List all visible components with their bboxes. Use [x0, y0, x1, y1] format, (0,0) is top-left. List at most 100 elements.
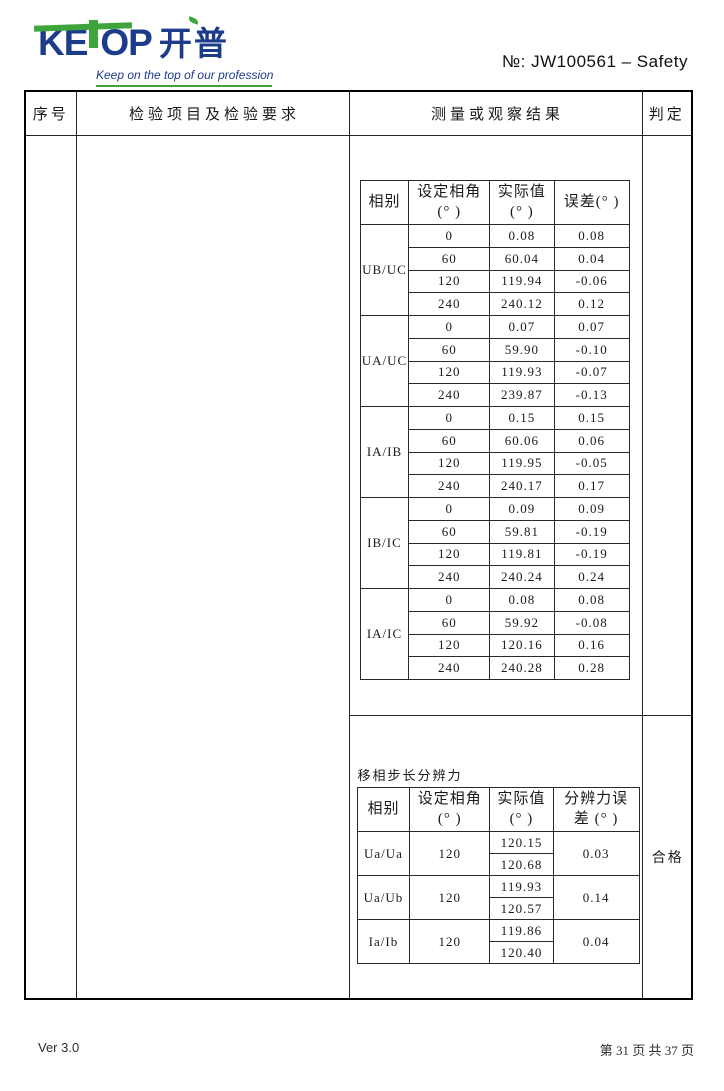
set-angle-value: 60 [408, 246, 490, 271]
set-angle-value: 120 [408, 269, 490, 294]
error-value: 0.28 [553, 656, 630, 680]
logo-underline [96, 85, 272, 87]
phase-error-row: IA/IC 0 0.08 0.08 [359, 588, 630, 680]
error-value: 0.08 [553, 588, 630, 612]
set-angle-value: 0 [408, 497, 490, 521]
verdict-cell-empty [641, 135, 693, 716]
actual-value: 60.04 [489, 246, 555, 271]
actual-value: 0.15 [489, 406, 555, 430]
seq-cell-empty [24, 135, 77, 1000]
phase-error-row: 60 60.06 0.06 [360, 428, 630, 453]
actual-value: 0.08 [489, 588, 555, 612]
phase-pair-label: Ua/Ua [356, 831, 411, 876]
logo-slogan: Keep on the top of our profession [96, 68, 274, 82]
phase-error-row: 120 119.95 -0.05 [360, 451, 630, 476]
col-header-item: 检验项目及检验要求 [75, 90, 350, 136]
col-header-verdict: 判定 [641, 90, 693, 136]
actual-value: 119.94 [489, 269, 555, 294]
phase-pair-label: IA/IC [359, 588, 410, 680]
error-value: -0.13 [553, 383, 630, 407]
resolution-row: Ia/Ib 120 119.86 0.04 [356, 919, 640, 964]
logo-t-stem-icon [89, 20, 99, 48]
set-angle-value: 120 [408, 633, 490, 658]
th-phase-pair: 相别 [359, 180, 410, 225]
resolution-header-row: 相别 设定相角 (° ) 实际值 (° ) 分辨力误 差 (° ) [356, 787, 640, 832]
phase-error-row: 240 240.17 0.17 [360, 474, 630, 498]
body-row-phase: 相别 设定相角 (° ) 实际值 (° ) 误差(° ) UB/UC 0 0.08 0.08… [24, 135, 693, 1000]
error-value: -0.19 [553, 542, 630, 567]
actual-value: 59.92 [489, 610, 555, 635]
col-header-result: 测量或观察结果 [348, 90, 643, 136]
set-angle-value: 0 [408, 588, 490, 612]
actual-value: 60.06 [489, 428, 555, 453]
actual-value: 0.07 [489, 315, 555, 339]
phase-error-row: IA/IB 0 0.15 0.15 [359, 406, 630, 498]
error-value: 0.24 [553, 565, 630, 589]
error-value: -0.05 [553, 451, 630, 476]
error-value: -0.19 [553, 519, 630, 544]
set-angle-value: 120 [409, 875, 491, 920]
phase-error-row: 120 119.94 -0.06 [360, 269, 630, 294]
page-footer: Ver 3.0 第 31 页 共 37 页 [38, 1040, 694, 1059]
resolution-error-value: 0.04 [552, 919, 640, 964]
phase-error-row: 60 59.81 -0.19 [360, 519, 630, 544]
set-angle-value: 60 [408, 519, 490, 544]
error-value: 0.17 [553, 474, 630, 498]
error-value: -0.10 [553, 337, 630, 362]
document-number: №: JW100561 – Safety [501, 52, 688, 71]
actual-value: 0.08 [489, 224, 555, 248]
set-angle-value: 0 [408, 406, 490, 430]
resolution-row: Ua/Ua 120 120.15 0.03 [356, 831, 640, 876]
actual-value: 240.24 [489, 565, 555, 589]
error-value: 0.08 [553, 224, 630, 248]
phase-error-row: 240 240.28 0.28 [360, 656, 630, 680]
error-value: 0.16 [553, 633, 630, 658]
phase-pair-label: IB/IC [359, 497, 410, 589]
actual-value: 119.81 [489, 542, 555, 567]
set-angle-value: 0 [408, 315, 490, 339]
error-value: 0.09 [553, 497, 630, 521]
phase-error-row: UA/UC 0 0.07 0.07 [359, 315, 630, 407]
resolution-title: 移相步长分辨力 [357, 768, 463, 783]
th-error: 误差(° ) [553, 180, 630, 225]
set-angle-value: 240 [408, 565, 490, 589]
actual-value: 240.12 [489, 292, 555, 316]
phase-pair-label: Ua/Ub [356, 875, 411, 920]
th-set-angle: 设定相角 (° ) [408, 180, 490, 225]
phase-error-row: 240 239.87 -0.13 [360, 383, 630, 407]
set-angle-value: 120 [409, 831, 491, 876]
set-angle-value: 240 [408, 656, 490, 680]
phase-error-row: 240 240.12 0.12 [360, 292, 630, 316]
set-angle-value: 240 [408, 292, 490, 316]
th-actual-value: 实际值 (° ) [489, 180, 555, 225]
actual-value: 59.81 [489, 519, 555, 544]
logo-leaf-icon [187, 16, 200, 25]
col-header-seq: 序号 [24, 90, 77, 136]
set-angle-value: 240 [408, 383, 490, 407]
set-angle-value: 60 [408, 428, 490, 453]
th-phase-pair: 相别 [356, 787, 411, 832]
set-angle-value: 120 [408, 360, 490, 385]
set-angle-value: 60 [408, 610, 490, 635]
actual-value: 120.40 [489, 941, 554, 964]
actual-value: 59.90 [489, 337, 555, 362]
resolution-error-value: 0.14 [552, 875, 640, 920]
error-value: -0.06 [553, 269, 630, 294]
phase-error-row: IB/IC 0 0.09 0.09 [359, 497, 630, 589]
actual-value: 120.15 [489, 831, 554, 854]
resolution-table: 相别 设定相角 (° ) 实际值 (° ) 分辨力误 差 (° ) Ua/Ua 120 1… [356, 787, 640, 964]
verdict-cell: 合格 [641, 715, 693, 1000]
set-angle-value: 120 [408, 542, 490, 567]
ketop-logo: KE OP 开普 Keep on the top of our profession [33, 16, 274, 87]
inspection-table-header-row: 序号 检验项目及检验要求 测量或观察结果 判定 [24, 90, 693, 136]
actual-value: 0.09 [489, 497, 555, 521]
actual-value: 120.68 [489, 853, 554, 876]
actual-value: 240.17 [489, 474, 555, 498]
phase-pair-label: IA/IB [359, 406, 410, 498]
resolution-row: Ua/Ub 120 119.93 0.14 [356, 875, 640, 920]
logo-text-cn: 开普 [158, 25, 229, 62]
resolution-error-value: 0.03 [552, 831, 640, 876]
error-value: 0.12 [553, 292, 630, 316]
phase-error-row: 240 240.24 0.24 [360, 565, 630, 589]
phase-error-table: 相别 设定相角 (° ) 实际值 (° ) 误差(° ) UB/UC 0 0.08 0.08… [359, 180, 630, 680]
